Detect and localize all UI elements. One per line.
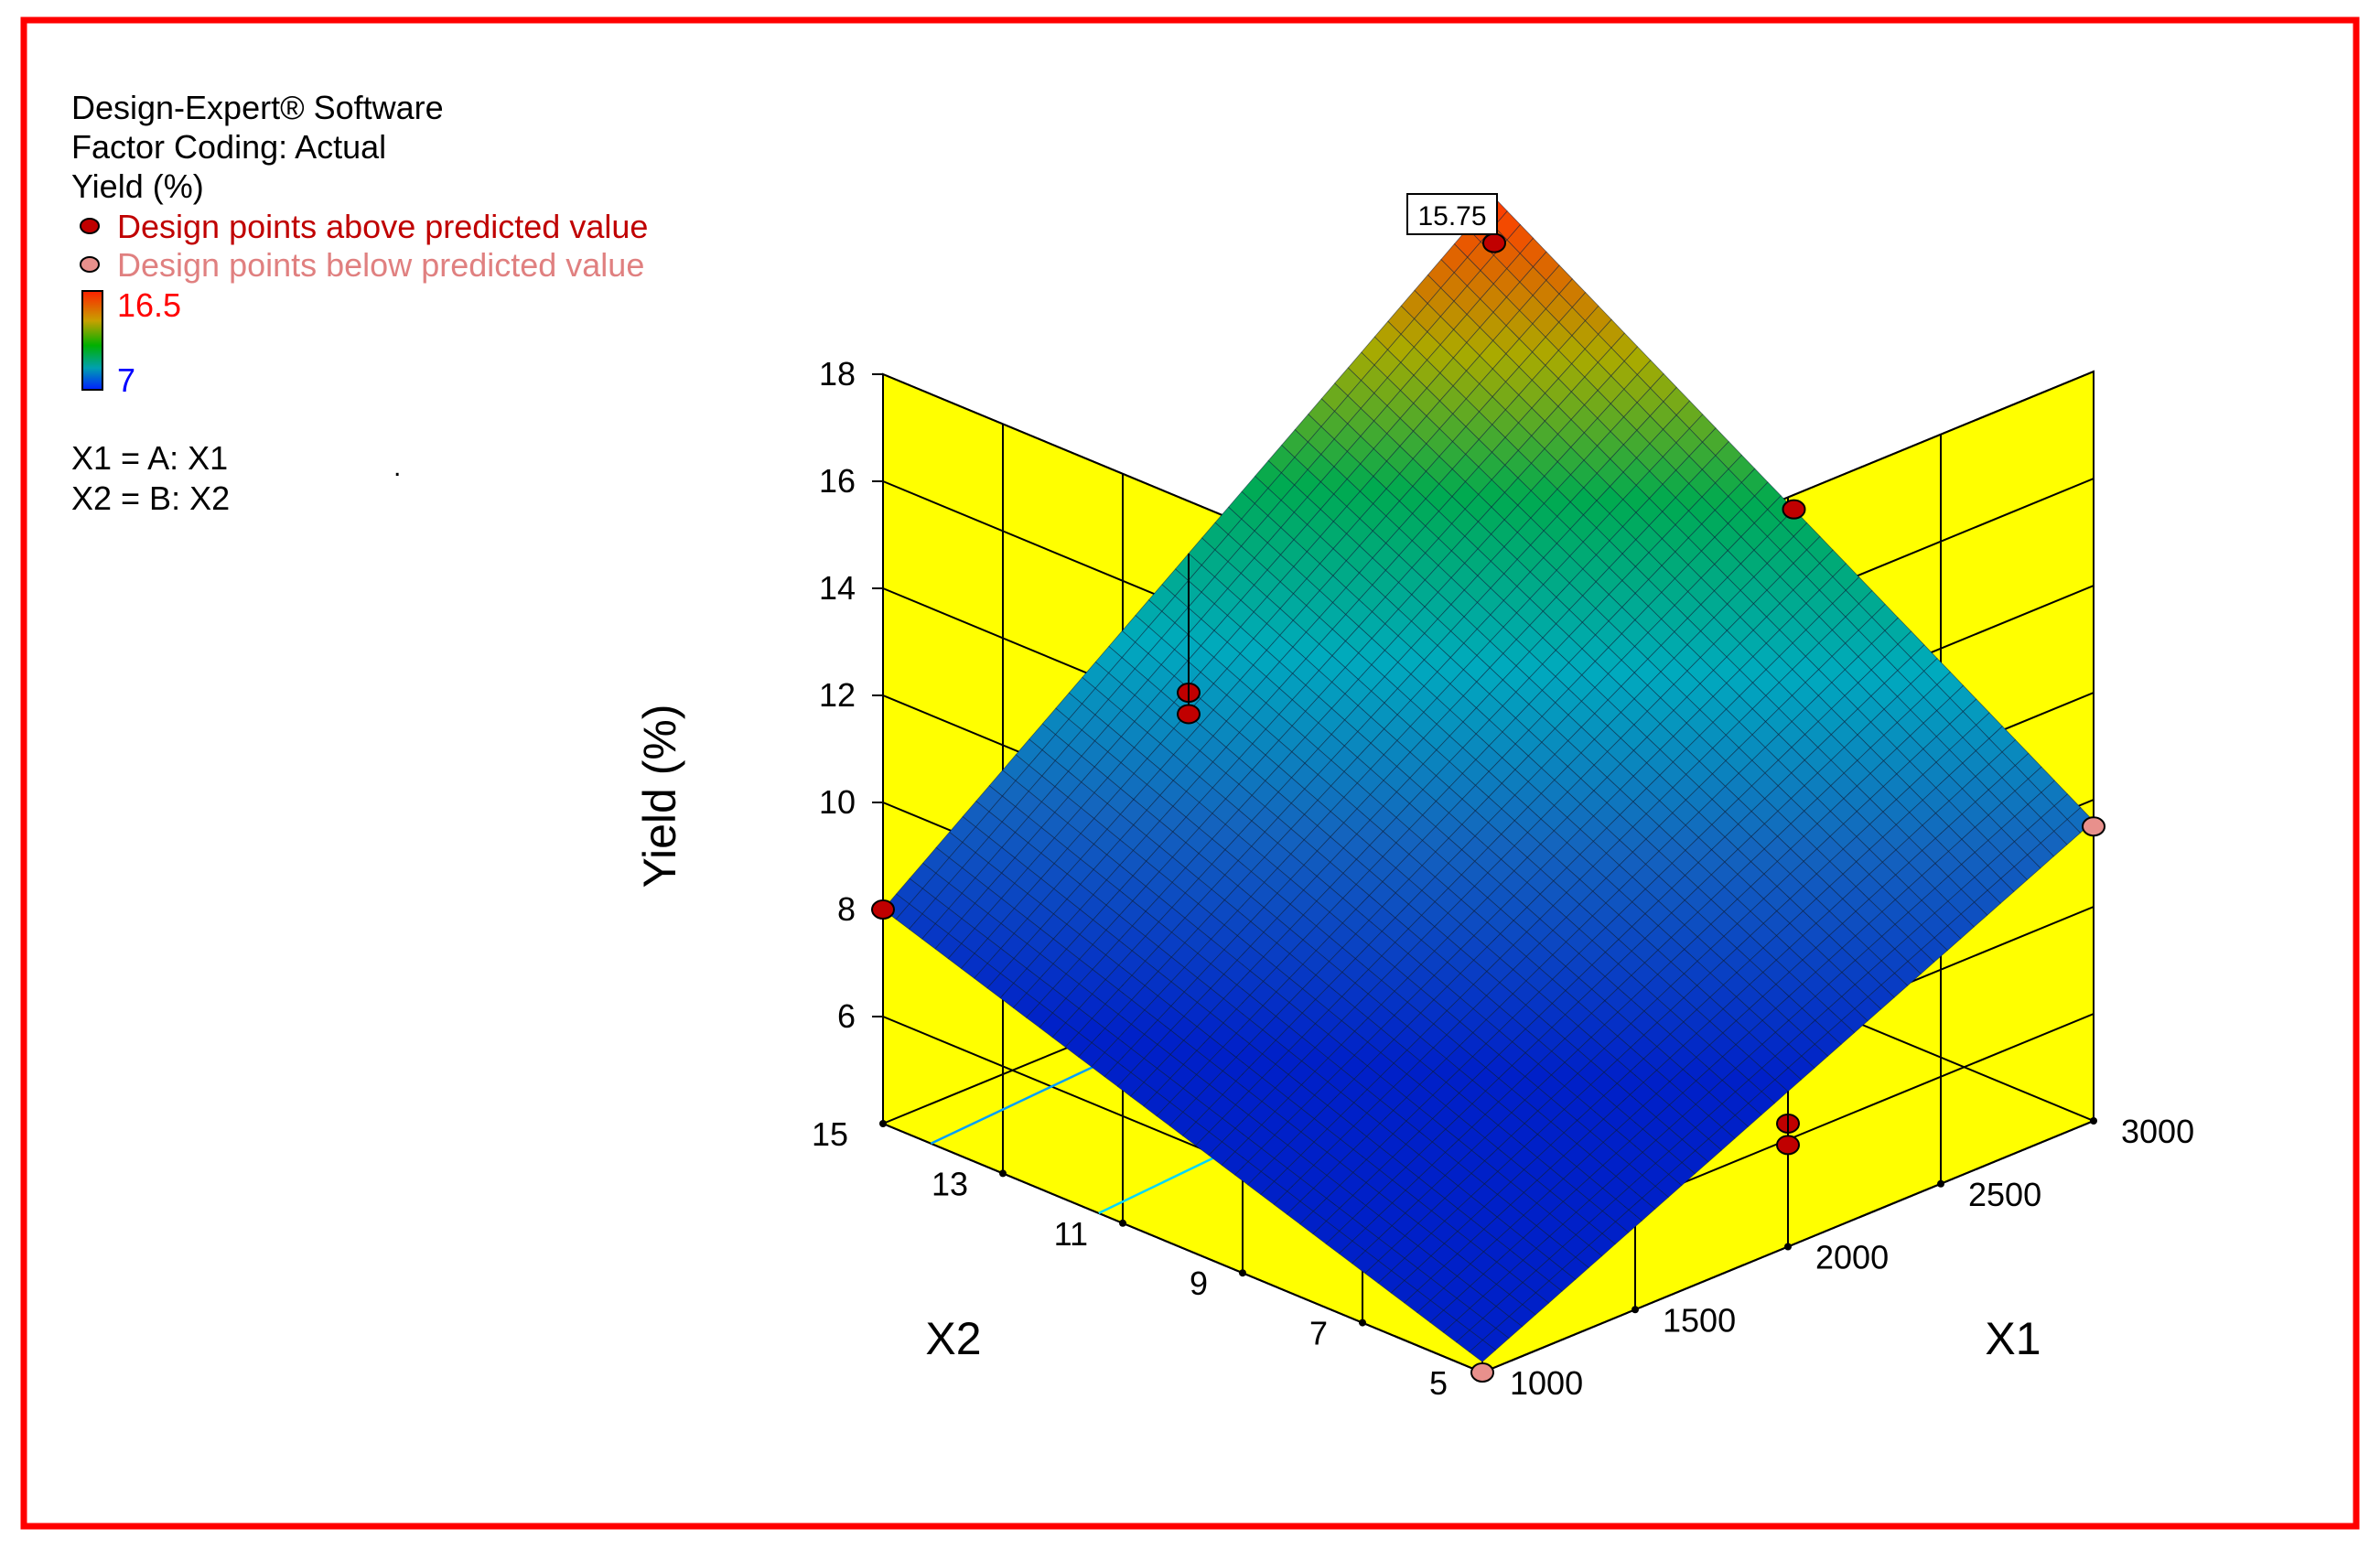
- design-point-above: [1782, 499, 1806, 520]
- stray-mark: .: [393, 452, 401, 482]
- design-point-above: [1482, 232, 1506, 253]
- design-point-below: [1470, 1362, 1494, 1383]
- plot-labels: 6 8 10 12 14 16 18 5 7 9 11 13 15 1000 1500 2000 2500 300…: [634, 193, 2194, 1402]
- legend-factor-coding: Factor Coding: Actual: [71, 128, 386, 166]
- legend: Design-Expert® Software Factor Coding: A…: [71, 89, 648, 517]
- x1-tick-label: 1000: [1510, 1364, 1583, 1402]
- legend-above-point-icon: [80, 218, 100, 234]
- color-scale-min: 7: [117, 361, 135, 399]
- x1-tick-mark: [1937, 1179, 1944, 1188]
- color-scale-max: 16.5: [117, 286, 181, 324]
- x2-tick-label: 5: [1429, 1364, 1448, 1402]
- legend-factor2: X2 = B: X2: [71, 479, 230, 517]
- z-tick-label: 18: [819, 355, 856, 393]
- design-point-above: [1776, 1135, 1800, 1156]
- x2-tick-label: 9: [1190, 1265, 1208, 1302]
- z-tick-label: 8: [837, 890, 856, 928]
- design-point-above: [871, 899, 895, 920]
- x1-tick-label: 1500: [1663, 1301, 1736, 1339]
- z-tick-label: 6: [837, 997, 856, 1035]
- x2-tick-label: 11: [1054, 1215, 1088, 1253]
- surface-cell: [1469, 1340, 1497, 1362]
- flag-label: 15.75: [1417, 201, 1486, 231]
- x2-tick-mark: [1119, 1219, 1126, 1227]
- flag-box: [1406, 193, 1498, 235]
- color-scale-bar: [81, 290, 103, 391]
- legend-above-label: Design points above predicted value: [117, 208, 648, 245]
- x1-tick-label: 2500: [1968, 1176, 2041, 1213]
- x2-tick-mark: [999, 1169, 1007, 1178]
- x1-tick-mark: [1632, 1306, 1639, 1314]
- x2-tick-mark: [879, 1120, 887, 1127]
- z-axis-title: Yield (%): [634, 705, 685, 888]
- x1-tick-mark: [2090, 1117, 2097, 1125]
- legend-below-point-icon: [80, 256, 100, 273]
- x1-axis-title: X1: [1985, 1313, 2041, 1364]
- z-tick-label: 12: [819, 676, 856, 714]
- z-tick-label: 16: [819, 462, 856, 500]
- x2-tick-mark: [1359, 1319, 1366, 1327]
- legend-software-name: Design-Expert® Software: [71, 89, 444, 126]
- x2-tick-label: 7: [1309, 1315, 1328, 1352]
- design-point-below: [2082, 816, 2105, 837]
- x1-tick-mark: [1784, 1243, 1792, 1251]
- response-surface: [882, 197, 2095, 1362]
- x1-tick-label: 3000: [2121, 1113, 2194, 1150]
- z-tick-label: 10: [819, 783, 856, 821]
- design-point-above: [1177, 704, 1201, 725]
- legend-factor1: X1 = A: X1: [71, 439, 228, 477]
- x2-tick-mark: [1239, 1269, 1246, 1277]
- legend-response-name: Yield (%): [71, 167, 204, 205]
- x2-axis-title: X2: [925, 1313, 981, 1364]
- z-tick-label: 14: [819, 569, 856, 607]
- design-points: [871, 197, 2105, 1383]
- x1-tick-label: 2000: [1815, 1239, 1889, 1276]
- x2-tick-label: 15: [812, 1115, 848, 1153]
- legend-below-label: Design points below predicted value: [117, 246, 644, 284]
- x2-tick-label: 13: [932, 1165, 968, 1202]
